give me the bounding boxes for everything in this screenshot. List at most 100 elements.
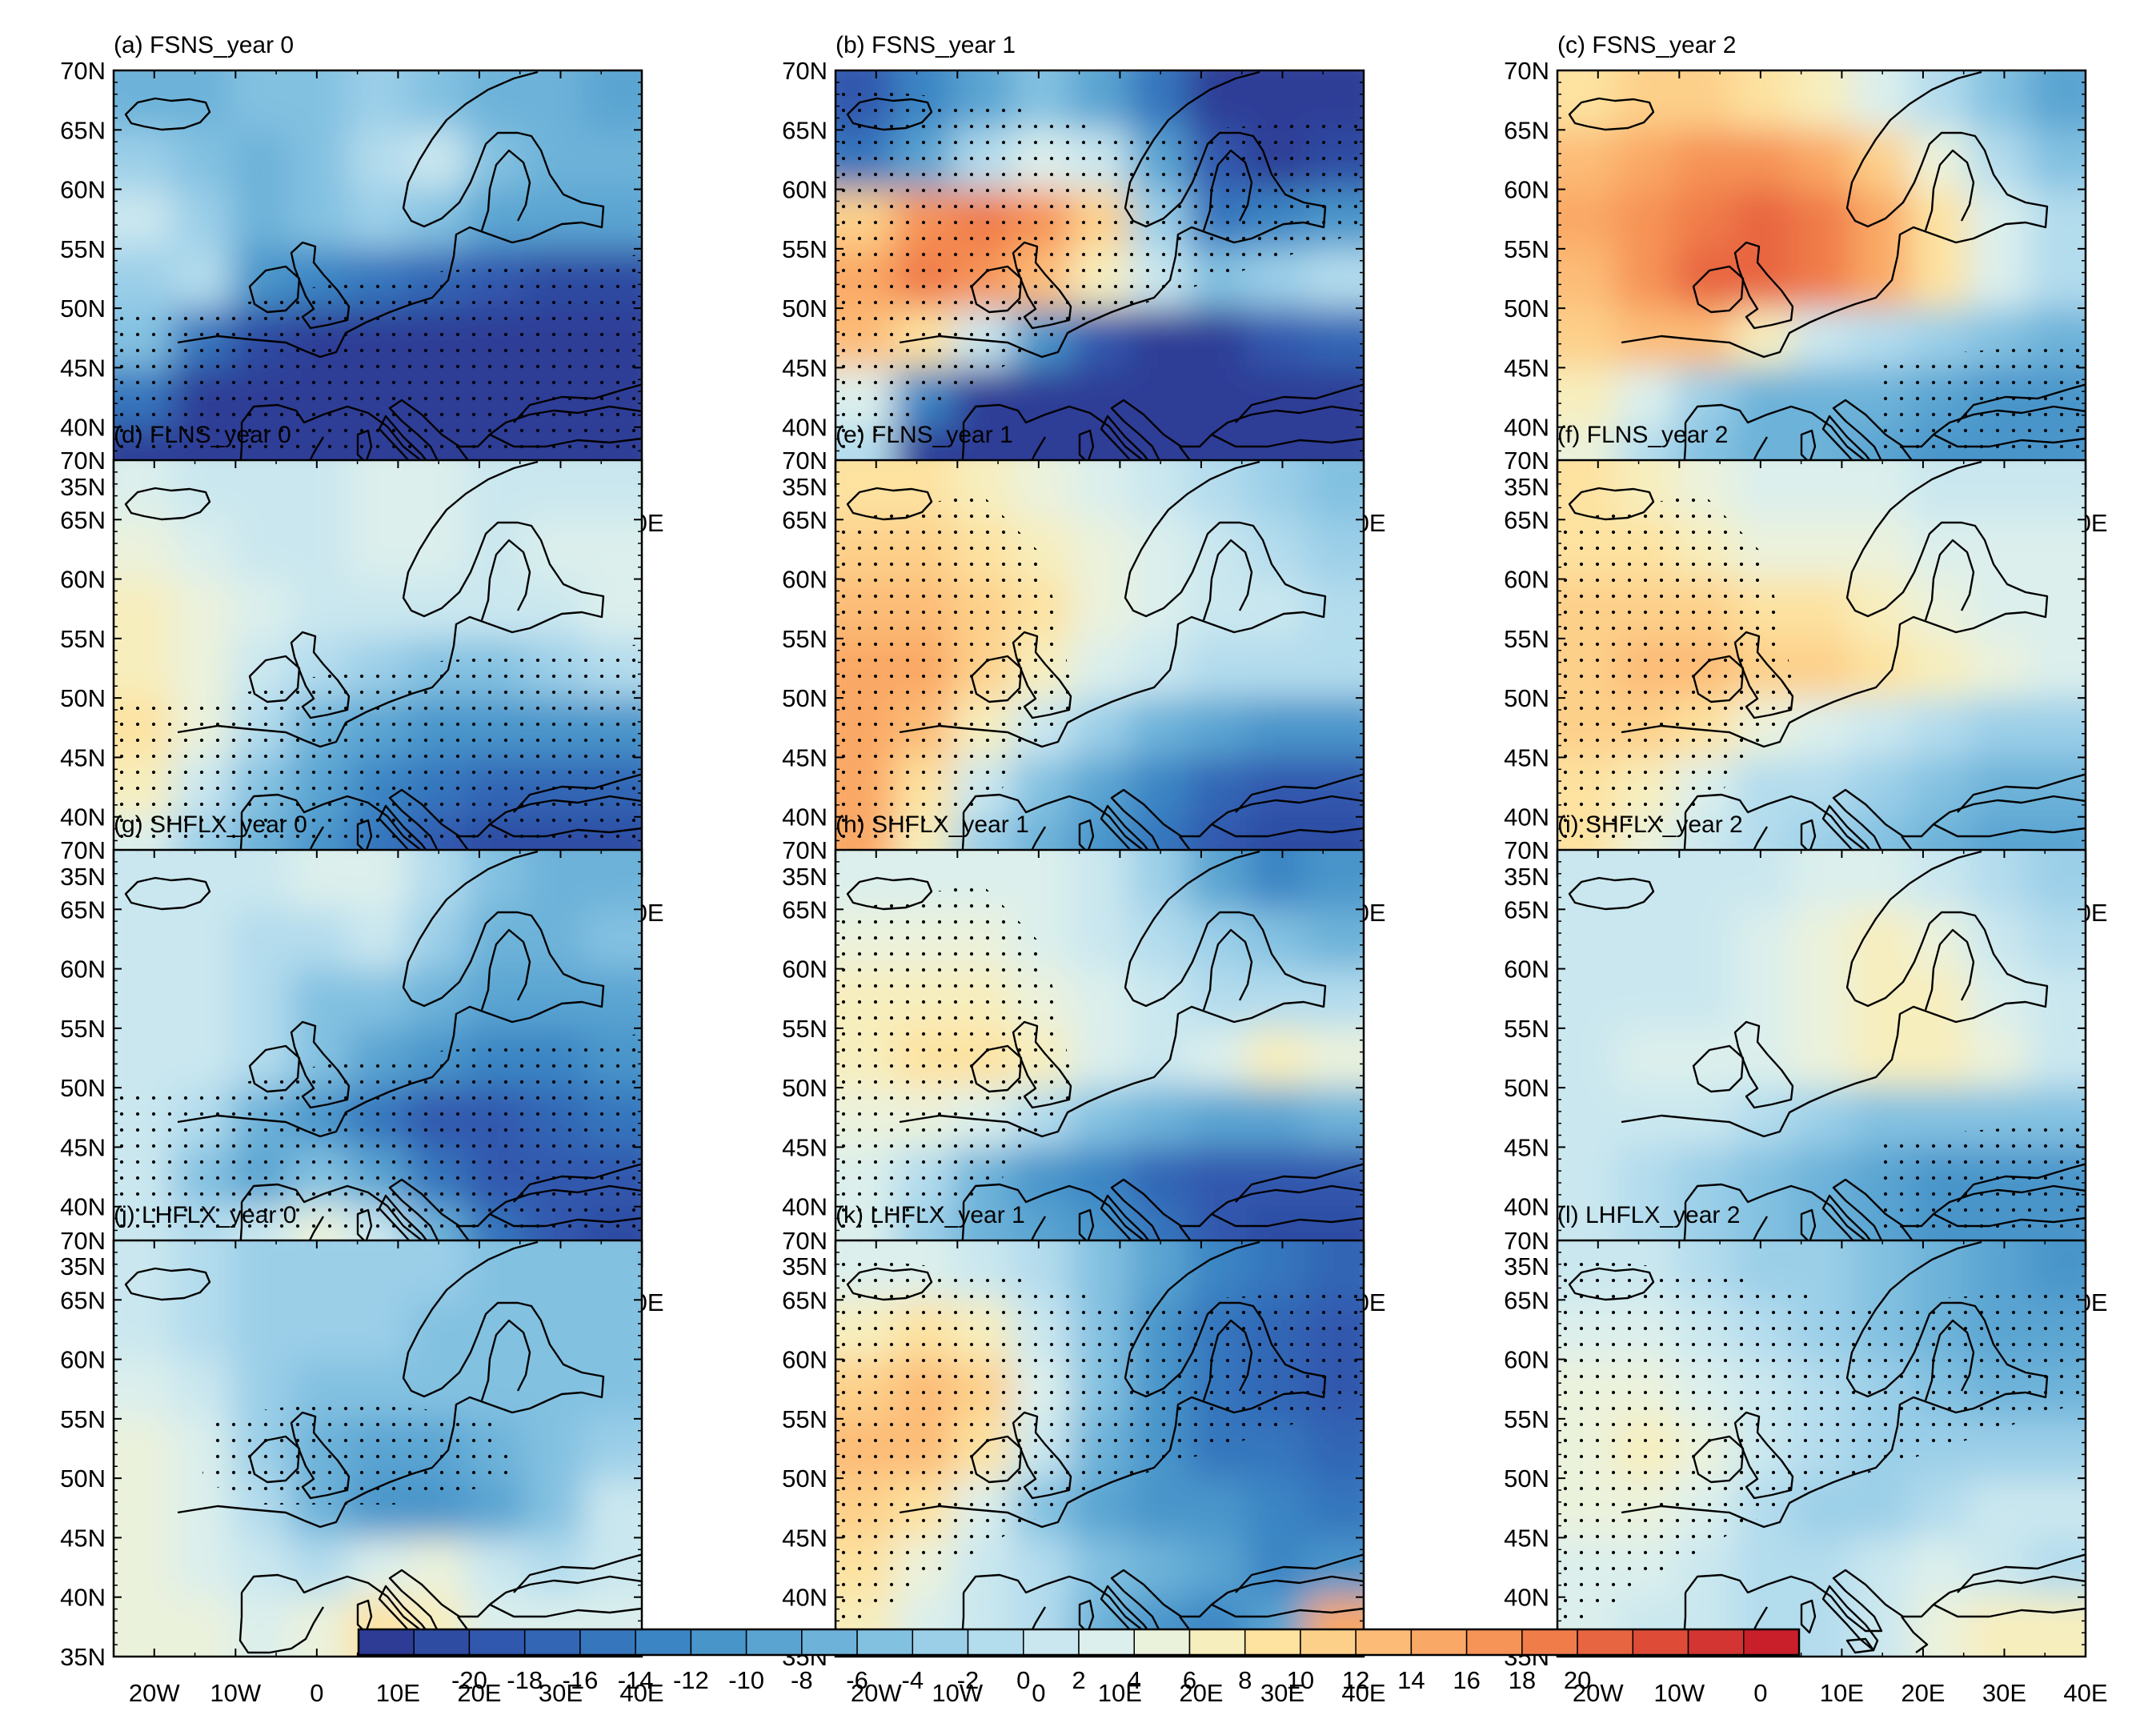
colorbar-tick-label: 20 <box>1564 1666 1591 1694</box>
lat-tick-label: 70N <box>1504 1227 1549 1255</box>
colorbar-swatch <box>745 1629 803 1656</box>
lat-tick-label: 55N <box>1504 235 1549 263</box>
lat-tick-label: 45N <box>60 743 106 771</box>
colorbar-swatch <box>1687 1629 1745 1656</box>
colorbar-swatch <box>635 1629 692 1656</box>
map-panel-flns-year-1: (e) FLNS_year 170N65N60N55N50N45N40N35N2… <box>782 422 1385 927</box>
lat-tick-label: 65N <box>60 116 106 144</box>
lat-tick-label: 60N <box>60 1346 106 1374</box>
panel-title: (d) FLNS_year 0 <box>114 422 291 448</box>
lat-tick-label: 60N <box>1504 566 1549 594</box>
colorbar-tick-label: -16 <box>563 1666 599 1694</box>
colorbar-swatch <box>1465 1629 1523 1656</box>
colorbar-tick-label: -18 <box>507 1666 543 1694</box>
lon-tick-label: 10E <box>1098 1679 1142 1707</box>
colorbar-tick-label: 16 <box>1453 1666 1480 1694</box>
lon-tick-label: 20W <box>1573 1679 1624 1707</box>
lat-tick-label: 65N <box>60 896 106 924</box>
lat-tick-label: 55N <box>1504 1015 1549 1043</box>
colorbar-swatch <box>1300 1629 1357 1656</box>
lon-tick-label: 20E <box>1179 1679 1223 1707</box>
panel-title: (c) FSNS_year 2 <box>1557 32 1736 58</box>
colorbar-swatch <box>967 1629 1024 1656</box>
lat-tick-label: 55N <box>60 625 106 653</box>
lat-tick-label: 45N <box>782 1524 828 1552</box>
lon-tick-label: 20W <box>129 1679 180 1707</box>
lon-tick-label: 20E <box>1901 1679 1945 1707</box>
map-panel-fsns-year-1: (b) FSNS_year 170N65N60N55N50N45N40N35N2… <box>782 32 1385 537</box>
lat-tick-label: 60N <box>1504 1346 1549 1374</box>
lat-tick-label: 35N <box>60 1643 106 1671</box>
significance-stippling <box>836 1256 1364 1641</box>
map-panel-lhflx-year-1: (k) LHFLX_year 1 70N 65N 60N 55N 50N 45N 40N 35N… <box>782 1202 1385 1707</box>
lat-tick-label: 40N <box>782 803 828 831</box>
colorbar-tick-label: 6 <box>1183 1666 1196 1694</box>
lat-tick-label: 60N <box>782 956 828 984</box>
lat-tick-label: 40N <box>60 803 106 831</box>
colorbar-swatch <box>1577 1629 1634 1656</box>
lon-tick-label: 10E <box>1820 1679 1864 1707</box>
significance-stippling <box>836 492 1076 876</box>
lat-tick-label: 35N <box>60 863 106 891</box>
lat-tick-label: 45N <box>60 354 106 382</box>
lat-tick-label: 50N <box>1504 295 1549 323</box>
lat-tick-label: 70N <box>782 1227 828 1255</box>
colorbar-swatch <box>1244 1629 1301 1656</box>
panel-title: (a) FSNS_year 0 <box>114 32 294 58</box>
colorbar-swatch <box>1743 1629 1800 1656</box>
lat-tick-label: 60N <box>1504 176 1549 204</box>
lat-tick-label: 55N <box>782 1015 828 1043</box>
colorbar-swatch <box>1521 1629 1578 1656</box>
significance-stippling <box>202 1400 514 1505</box>
lon-tick-label: 40E <box>2063 1679 2107 1707</box>
colorbar-swatch <box>1023 1629 1080 1656</box>
lat-tick-label: 65N <box>1504 896 1549 924</box>
panel-title: (k) LHFLX_year 1 <box>836 1202 1025 1228</box>
lat-tick-label: 45N <box>782 1133 828 1161</box>
lat-tick-label: 70N <box>782 57 828 85</box>
lat-tick-label: 50N <box>60 684 106 712</box>
panel-frame <box>1556 1239 2087 1658</box>
lat-tick-label: 50N <box>1504 1465 1549 1493</box>
lat-tick-label: 60N <box>782 1346 828 1374</box>
lat-tick-label: 70N <box>60 1227 106 1255</box>
lon-tick-label: 0 <box>310 1679 323 1707</box>
lat-tick-label: 45N <box>60 1133 106 1161</box>
colorbar-swatch <box>1410 1629 1468 1656</box>
map-panel-fsns-year-2: (c) FSNS_year 270N65N60N55N50N45N40N35N2… <box>1504 32 2107 537</box>
lat-tick-label: 70N <box>782 447 828 475</box>
lat-tick-label: 35N <box>782 1252 828 1280</box>
map-panel-flns-year-2: (f) FLNS_year 270N65N60N55N50N45N40N35N2… <box>1504 422 2107 927</box>
lat-tick-label: 65N <box>1504 1286 1549 1314</box>
lat-tick-label: 40N <box>1504 1584 1549 1612</box>
lat-tick-label: 45N <box>1504 354 1549 382</box>
lon-tick-label: 30E <box>539 1679 583 1707</box>
colorbar-tick-label: 14 <box>1397 1666 1425 1694</box>
colorbar-tick-label: 2 <box>1072 1666 1085 1694</box>
lat-tick-label: 70N <box>60 836 106 864</box>
lat-tick-label: 55N <box>60 1015 106 1043</box>
lat-tick-label: 65N <box>1504 116 1549 144</box>
lat-tick-label: 45N <box>1504 1524 1549 1552</box>
colorbar-swatch <box>1188 1629 1246 1656</box>
colorbar-tick-label: -2 <box>957 1666 980 1694</box>
colorbar-swatch <box>579 1629 636 1656</box>
colorbar-tick-label: -12 <box>673 1666 709 1694</box>
lat-tick-label: 40N <box>782 1584 828 1612</box>
lat-tick-label: 70N <box>1504 447 1549 475</box>
colorbar: -20 -18 -16 -14 -12 -10 -8 -6 -4 -2 0 2 4 6 8 10 12 14 16 1… <box>357 1628 1801 1694</box>
significance-stippling <box>1557 492 1797 876</box>
lat-tick-label: 35N <box>1504 863 1549 891</box>
panel-title: (e) FLNS_year 1 <box>836 422 1013 448</box>
colorbar-tick-label: 10 <box>1287 1666 1314 1694</box>
lon-tick-label: 10W <box>932 1679 983 1707</box>
panel-title: (g) SHFLX_year 0 <box>114 811 307 838</box>
lat-tick-label: 50N <box>782 1074 828 1102</box>
significance-stippling <box>114 644 642 876</box>
colorbar-tick-label: 12 <box>1342 1666 1369 1694</box>
lat-tick-label: 40N <box>782 1193 828 1221</box>
lat-tick-label: 65N <box>782 896 828 924</box>
colorbar-swatch <box>690 1629 747 1656</box>
lat-tick-label: 45N <box>782 743 828 771</box>
panel-title: (h) SHFLX_year 1 <box>836 811 1029 838</box>
